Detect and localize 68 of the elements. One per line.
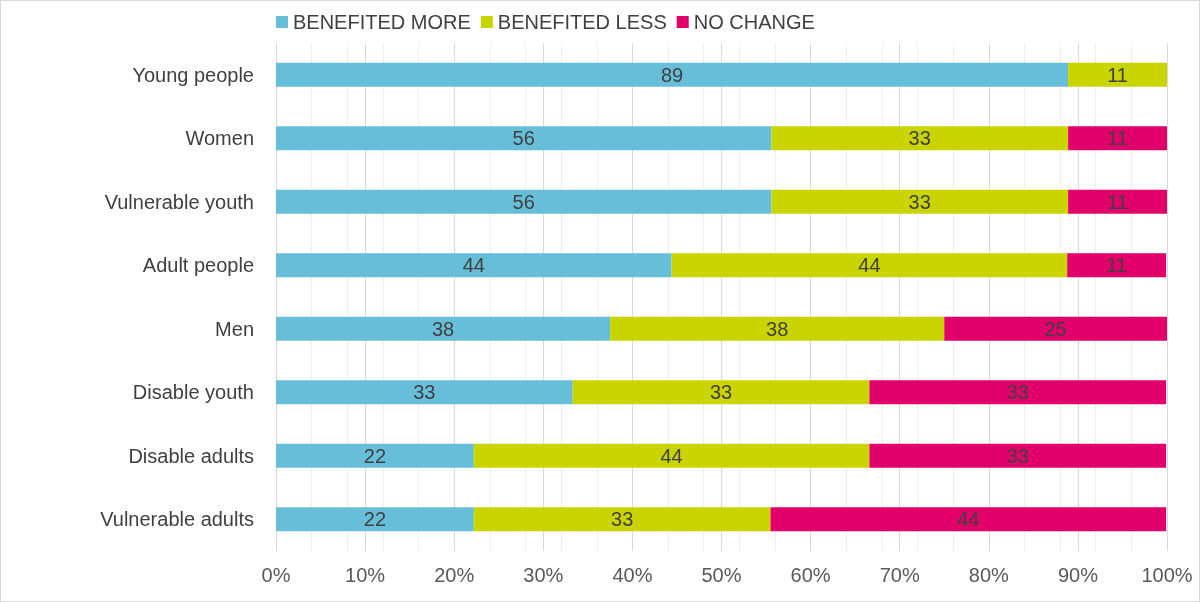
bar [1068,126,1167,151]
y-tick-label: Young people [132,63,254,86]
y-tick-label: Disable youth [132,381,254,404]
bar [276,253,672,278]
bar [1068,62,1167,87]
bar [276,189,772,214]
bar [276,380,573,405]
x-tick-label: 10% [345,564,386,586]
x-tick-label: 90% [1057,564,1099,586]
y-tick-label: Adult people [142,254,254,277]
bar [770,507,1167,532]
data-label: 33 [908,190,931,213]
bar [771,126,1069,151]
x-tick-label: 50% [701,564,742,586]
data-label: 56 [512,127,535,150]
bar [276,316,611,341]
data-label: 33 [611,508,634,531]
bar [276,443,474,468]
y-tick-label: Disable adults [128,444,254,467]
data-label: 44 [660,444,683,467]
data-label: 89 [660,63,684,86]
data-label: 11 [1107,190,1128,213]
x-tick-label: 60% [790,564,831,586]
data-label: 11 [1107,127,1128,150]
bar [869,443,1167,468]
data-label: 44 [858,254,881,277]
x-tick-label: 80% [968,564,1010,586]
bar [671,253,1068,278]
x-tick-label: 0% [261,564,291,586]
data-label: 56 [512,190,535,213]
x-tick-label: 30% [523,564,564,586]
x-tick-label: 20% [434,564,475,586]
data-label: 33 [709,381,733,404]
data-label: 38 [431,317,455,340]
y-tick-label: Vulnerable youth [104,190,254,213]
legend-label: NO CHANGE [693,11,815,33]
bar [771,189,1069,214]
bar [276,507,474,532]
x-tick-label: 70% [879,564,920,586]
data-label: 33 [413,381,436,404]
data-label: 22 [363,444,387,467]
data-label: 44 [957,508,980,531]
x-tick-label: 100% [1141,564,1193,586]
data-label: 33 [908,127,931,150]
data-label: 25 [1044,317,1067,340]
x-tick-label: 40% [612,564,653,586]
bar [869,380,1167,405]
bar [610,316,945,341]
data-label: 33 [1006,381,1029,404]
data-label: 38 [766,317,789,340]
data-label: 33 [1006,444,1029,467]
bar [944,316,1167,341]
bar [276,126,772,151]
bar [276,62,1069,87]
legend-label: BENEFITED MORE [293,11,471,33]
data-label: 22 [363,508,387,531]
bar [473,443,870,468]
bar [1068,189,1167,214]
bar [572,380,870,405]
y-tick-label: Vulnerable adults [100,508,254,531]
bar [1067,253,1167,278]
data-label: 11 [1107,63,1128,86]
legend-label: BENEFITED LESS [497,11,667,33]
data-label: 11 [1106,254,1128,277]
bar [473,507,771,532]
y-tick-label: Women [185,127,254,150]
y-tick-label: Men [215,317,254,340]
data-label: 44 [462,254,485,277]
